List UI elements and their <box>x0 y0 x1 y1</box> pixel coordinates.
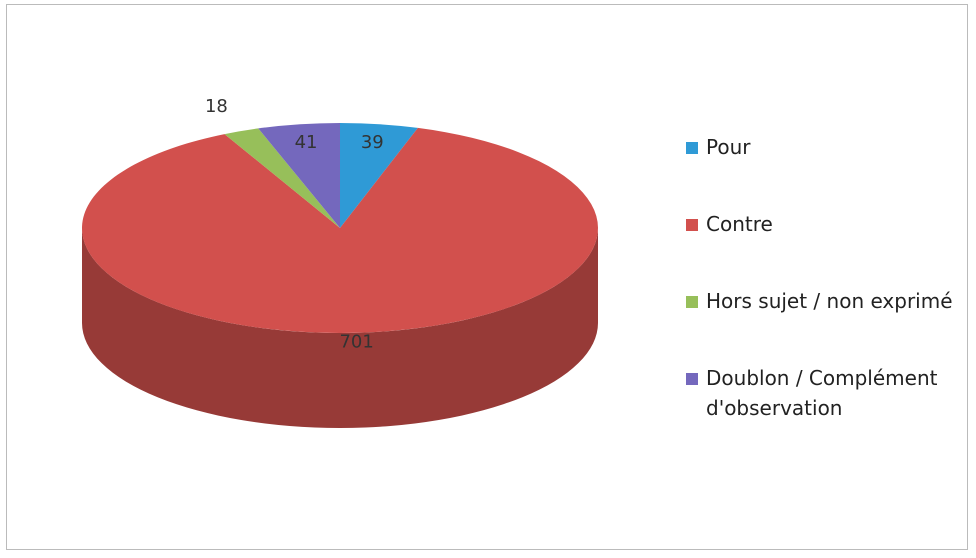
slice <box>224 128 340 228</box>
legend: Pour Contre Hors sujet / non exprimé Doublo… <box>686 132 961 470</box>
data-label: 39 <box>361 132 384 153</box>
legend-item: Contre <box>686 209 961 239</box>
legend-label: Contre <box>706 212 773 236</box>
legend-item: Hors sujet / non exprimé <box>686 286 961 316</box>
slice <box>340 123 418 228</box>
legend-label: Pour <box>706 135 751 159</box>
slice <box>81 127 598 333</box>
chart-frame <box>6 4 968 550</box>
legend-swatch <box>686 373 698 385</box>
slice <box>258 123 340 228</box>
legend-label: Hors sujet / non exprimé <box>706 289 953 313</box>
legend-swatch <box>686 296 698 308</box>
legend-label: Doublon / Complément d'observation <box>706 366 938 420</box>
legend-swatch <box>686 219 698 231</box>
slice-side <box>82 228 598 428</box>
legend-item: Doublon / Complément d'observation <box>686 363 961 423</box>
data-label: 41 <box>295 132 318 153</box>
data-label: 18 <box>205 96 228 117</box>
legend-swatch <box>686 142 698 154</box>
data-label: 701 <box>339 331 373 352</box>
legend-item: Pour <box>686 132 961 162</box>
